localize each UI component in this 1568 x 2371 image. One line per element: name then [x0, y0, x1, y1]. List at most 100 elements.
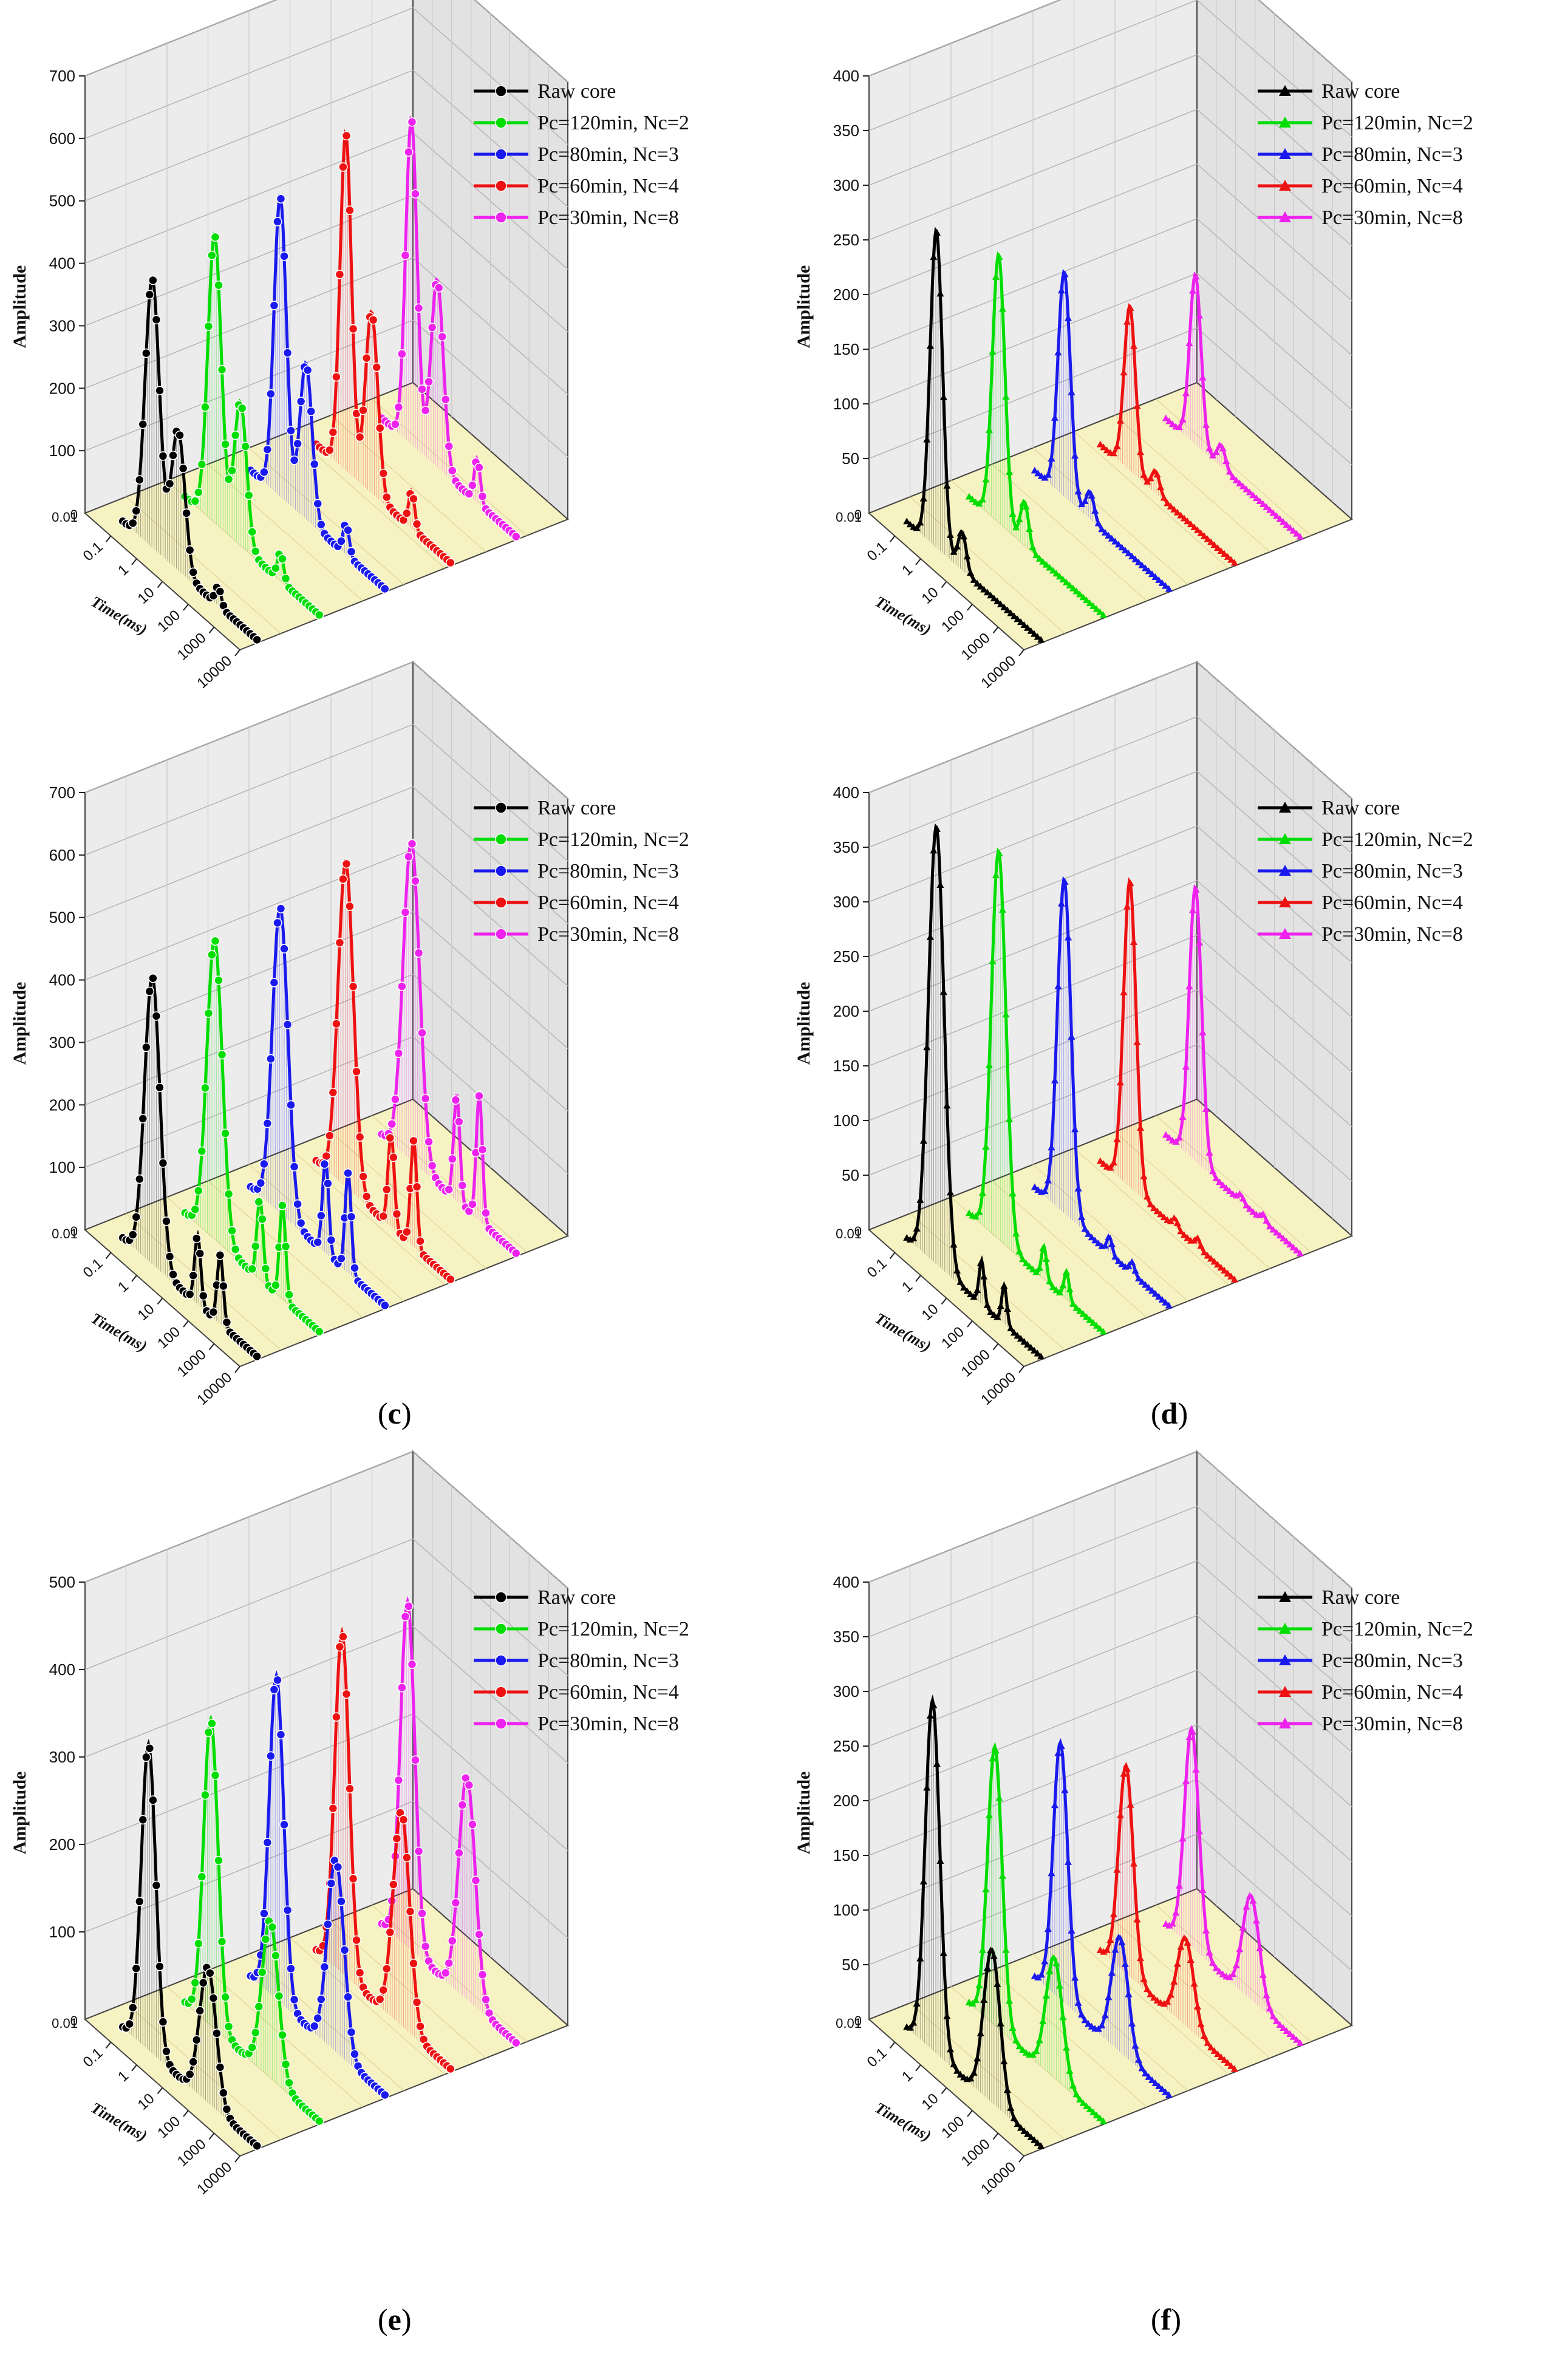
gridline: [248, 1954, 404, 2091]
origin-label: 0.01: [836, 510, 862, 525]
legend-label: Pc=80min, Nc=3: [1321, 143, 1463, 166]
series-marker: [1019, 500, 1027, 507]
series-marker: [1150, 1204, 1158, 1212]
series-marker: [191, 2035, 202, 2045]
series-marker: [1054, 982, 1062, 989]
series-marker: [1074, 1999, 1082, 2006]
legend-swatch-marker: [495, 117, 507, 129]
series-marker: [1051, 1801, 1058, 1809]
series-marker: [1131, 1267, 1139, 1274]
gridlines: [84, 0, 568, 634]
panel-caption-e: (e): [378, 2302, 412, 2336]
series-marker: [1201, 532, 1208, 539]
series-marker: [987, 1308, 995, 1315]
y-tick-label: 100: [833, 395, 859, 413]
series-marker: [155, 386, 165, 395]
series-marker: [1217, 1264, 1225, 1271]
series-marker: [1165, 417, 1173, 425]
series-marker: [222, 1317, 232, 1327]
y-tick-label: 600: [49, 129, 75, 148]
series-marker: [420, 1942, 431, 1951]
series-marker: [151, 1011, 162, 1021]
series-marker: [404, 1602, 414, 1611]
series-marker: [1227, 2062, 1235, 2069]
y-axis-title: Amplitude: [794, 265, 814, 349]
legend-swatch-marker: [1279, 85, 1291, 96]
series-marker: [289, 455, 299, 465]
series-marker: [1252, 494, 1260, 502]
series-marker: [1194, 2002, 1201, 2010]
series-marker: [420, 406, 431, 415]
series-marker: [1120, 369, 1128, 376]
y-tick-label: 300: [833, 893, 859, 911]
series-marker: [1010, 1329, 1018, 1336]
series-marker: [158, 2017, 168, 2027]
series-marker: [457, 1800, 468, 1810]
series-marker: [1049, 1954, 1057, 1961]
series-marker: [1044, 1925, 1052, 1933]
series-marker: [214, 1855, 223, 1866]
series-marker: [207, 250, 217, 261]
series-marker: [394, 1775, 404, 1786]
series-marker: [400, 907, 411, 917]
series-marker: [1055, 1982, 1063, 1989]
series-2: [1031, 876, 1173, 1309]
series-marker: [1192, 273, 1200, 280]
series-marker: [1170, 505, 1178, 513]
series-marker: [168, 450, 178, 460]
series-marker: [1015, 1247, 1023, 1255]
series-marker: [906, 2024, 914, 2031]
series-marker: [474, 463, 484, 472]
series-marker: [1057, 1742, 1065, 1749]
series-marker: [1175, 423, 1183, 431]
x-tick-label: 0.1: [864, 1255, 890, 1281]
series-marker: [1286, 2030, 1294, 2037]
series-marker: [168, 1269, 178, 1280]
series-marker: [1246, 1205, 1253, 1212]
series-marker: [1221, 2056, 1229, 2063]
series-marker: [1207, 538, 1215, 545]
series-marker: [380, 1300, 390, 1311]
series-marker: [913, 1999, 921, 2007]
series-marker: [415, 2021, 425, 2032]
series-marker: [1007, 2104, 1015, 2111]
series-marker: [1266, 2005, 1273, 2011]
series-marker: [203, 1727, 214, 1738]
legend-swatch-marker: [1279, 896, 1291, 907]
legend: Raw core Pc=120min, Nc=2 Pc=80min, Nc=3 Pc=…: [474, 797, 689, 946]
chart-panel-c: 100 200 300 400 500 600 700 0 0.01 Amplitude 0.1 1 1…: [0, 660, 784, 1408]
series-marker: [278, 2030, 287, 2040]
series-marker: [158, 451, 168, 461]
legend-swatch-marker: [1279, 1654, 1291, 1665]
x-tick-label: 10: [135, 1301, 158, 1324]
series-marker: [1039, 1244, 1047, 1252]
series-marker: [1000, 2058, 1008, 2064]
series-marker: [1061, 270, 1069, 278]
series-marker: [933, 825, 941, 832]
series-marker: [1113, 1135, 1121, 1142]
series-marker: [1201, 1249, 1208, 1255]
series-marker: [247, 2042, 257, 2053]
series-marker: [1130, 342, 1137, 349]
series-marker: [1105, 531, 1113, 539]
series-marker: [230, 1244, 240, 1254]
series-marker: [1296, 2039, 1304, 2046]
x-tick: [234, 649, 240, 657]
series-marker: [409, 494, 418, 504]
series-marker: [468, 1820, 477, 1829]
series-marker: [1130, 1860, 1137, 1867]
series-marker: [982, 1143, 990, 1150]
series-marker: [394, 402, 404, 412]
series-marker: [1002, 393, 1010, 400]
series-marker: [1041, 1957, 1049, 1965]
series-marker: [936, 290, 944, 297]
series-marker: [346, 2027, 356, 2037]
series-marker: [923, 435, 931, 443]
series-marker: [400, 1612, 411, 1622]
panel-caption-letter: d: [1161, 1396, 1178, 1430]
series-marker: [389, 1152, 398, 1162]
series-marker: [1165, 1301, 1173, 1309]
origin-label: 0.01: [52, 1226, 78, 1241]
y-tick-label: 350: [833, 1628, 859, 1646]
series-marker: [326, 1878, 336, 1888]
